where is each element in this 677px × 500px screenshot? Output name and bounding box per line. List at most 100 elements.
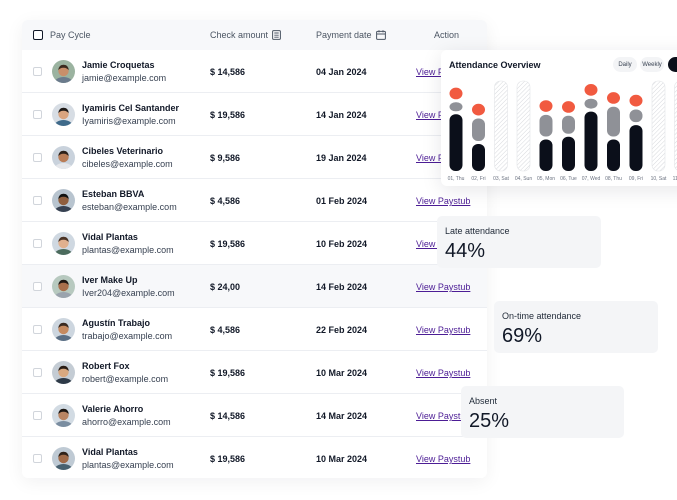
view-paystub-link[interactable]: View Paystub	[416, 411, 471, 421]
employee-email: trabajo@example.com	[82, 331, 173, 341]
header-pay-cycle[interactable]: Pay Cycle	[50, 30, 91, 40]
payment-date: 14 Feb 2024	[316, 282, 368, 292]
toggle-daily[interactable]: Daily	[613, 57, 637, 72]
employee-name: Robert Fox	[82, 361, 130, 371]
row-checkbox[interactable]	[33, 153, 42, 162]
avatar	[52, 275, 75, 298]
table-row[interactable]: Agustín Trabajo trabajo@example.com $ 4,58…	[22, 308, 487, 351]
view-paystub-link[interactable]: View Paystub	[416, 368, 471, 378]
row-checkbox[interactable]	[33, 282, 42, 291]
view-paystub-link[interactable]: View Paystub	[416, 196, 471, 206]
empty-day-bar	[651, 80, 666, 172]
late-attendance-value: 44%	[445, 240, 486, 262]
select-all-cell[interactable]	[33, 20, 43, 50]
table-row[interactable]: Vidal Plantas plantas@example.com $ 19,586…	[22, 222, 487, 265]
avatar	[52, 404, 75, 427]
view-paystub-link[interactable]: View Paystub	[416, 325, 471, 335]
row-checkbox[interactable]	[33, 325, 42, 334]
calculator-icon	[272, 30, 281, 40]
row-checkbox[interactable]	[33, 368, 42, 377]
x-tick-label: 11, Sun	[673, 176, 677, 182]
attendance-title: Attendance Overview	[449, 60, 541, 70]
row-checkbox[interactable]	[33, 67, 42, 76]
employee-email: ahorro@example.com	[82, 417, 171, 427]
avatar	[52, 60, 75, 83]
row-checkbox[interactable]	[33, 454, 42, 463]
x-tick-label: 04, Sun	[515, 176, 532, 182]
employee-name: Esteban BBVA	[82, 189, 145, 199]
late-attendance-label: Late attendance	[445, 226, 510, 236]
select-all-checkbox[interactable]	[33, 30, 43, 40]
toggle-more[interactable]	[668, 57, 677, 72]
payment-date: 01 Feb 2024	[316, 196, 368, 206]
employee-email: robert@example.com	[82, 374, 169, 384]
absent-bar	[607, 92, 620, 104]
table-header: Pay Cycle Check amount Payment date Acti…	[22, 20, 487, 50]
view-paystub-link[interactable]: View Paystub	[416, 454, 471, 464]
ontime-bar	[562, 136, 575, 171]
table-row[interactable]: Jamie Croquetas jamie@example.com $ 14,586…	[22, 50, 487, 93]
toggle-weekly[interactable]: Weekly	[640, 57, 664, 72]
attendance-chart: 01, Thu 02, Fri 03, Sat 04, Sun 05, Mon 06, T…	[448, 80, 677, 182]
employee-email: plantas@example.com	[82, 245, 174, 255]
ontime-bar	[472, 144, 485, 171]
employee-email: Iyamiris@example.com	[82, 116, 176, 126]
empty-day-bar	[674, 81, 677, 171]
payroll-table: Pay Cycle Check amount Payment date Acti…	[22, 20, 487, 478]
table-row[interactable]: Valerie Ahorro ahorro@example.com $ 14,586…	[22, 394, 487, 437]
row-checkbox[interactable]	[33, 239, 42, 248]
payment-date: 10 Feb 2024	[316, 239, 368, 249]
absent-bar	[562, 101, 575, 113]
header-check-amount[interactable]: Check amount	[210, 20, 281, 50]
check-amount: $ 19,586	[210, 454, 246, 464]
ontime-bar	[584, 111, 598, 171]
table-row[interactable]: Robert Fox robert@example.com $ 19,586 10 M…	[22, 351, 487, 394]
row-checkbox[interactable]	[33, 196, 42, 205]
payment-date: 10 Mar 2024	[316, 454, 368, 464]
table-row[interactable]: Vidal Plantas plantas@example.com $ 19,586…	[22, 437, 487, 478]
payment-date: 19 Jan 2024	[316, 153, 367, 163]
check-amount: $ 14,586	[210, 67, 246, 77]
x-tick-label: 02, Fri	[471, 176, 485, 182]
late-bar	[584, 98, 598, 109]
x-tick-label: 06, Tue	[560, 176, 577, 182]
payment-date: 14 Mar 2024	[316, 411, 368, 421]
header-action: Action	[434, 30, 460, 40]
ontime-attendance-label: On-time attendance	[502, 311, 582, 321]
row-checkbox[interactable]	[33, 110, 42, 119]
check-amount: $ 19,586	[210, 239, 246, 249]
payment-date: 22 Feb 2024	[316, 325, 368, 335]
table-row[interactable]: Cibeles Veterinario cibeles@example.com $ …	[22, 136, 487, 179]
empty-day-bar	[516, 80, 531, 172]
avatar	[52, 361, 75, 384]
employee-name: Vidal Plantas	[82, 232, 138, 242]
table-row[interactable]: Iyamiris Cel Santander Iyamiris@example.c…	[22, 93, 487, 136]
payment-date: 10 Mar 2024	[316, 368, 368, 378]
table-row[interactable]: Esteban BBVA esteban@example.com $ 4,586 01…	[22, 179, 487, 222]
row-checkbox[interactable]	[33, 411, 42, 420]
ontime-bar	[449, 114, 463, 171]
x-tick-label: 01, Thu	[448, 176, 465, 182]
x-tick-label: 05, Mon	[537, 176, 555, 182]
absent-value: 25%	[469, 410, 510, 432]
x-tick-label: 09, Fri	[629, 176, 643, 182]
view-paystub-link[interactable]: View Paystub	[416, 282, 471, 292]
ontime-attendance-value: 69%	[502, 325, 543, 347]
avatar	[52, 232, 75, 255]
employee-email: Iver204@example.com	[82, 288, 175, 298]
header-payment-date[interactable]: Payment date	[316, 20, 386, 50]
employee-name: Valerie Ahorro	[82, 404, 144, 414]
absent-bar	[629, 94, 643, 107]
payment-date: 14 Jan 2024	[316, 110, 367, 120]
header-payment-date-label: Payment date	[316, 30, 372, 40]
absent-label: Absent	[469, 396, 498, 406]
table-row[interactable]: Iver Make Up Iver204@example.com $ 24,00 14…	[22, 265, 487, 308]
late-bar	[539, 114, 553, 137]
employee-name: Iyamiris Cel Santander	[82, 103, 180, 113]
late-attendance-card: Late attendance 44%	[437, 216, 601, 268]
x-tick-label: 03, Sat	[493, 176, 509, 182]
ontime-bar	[539, 139, 553, 171]
check-amount: $ 24,00	[210, 282, 241, 292]
empty-day-bar	[494, 80, 508, 172]
employee-email: plantas@example.com	[82, 460, 174, 470]
